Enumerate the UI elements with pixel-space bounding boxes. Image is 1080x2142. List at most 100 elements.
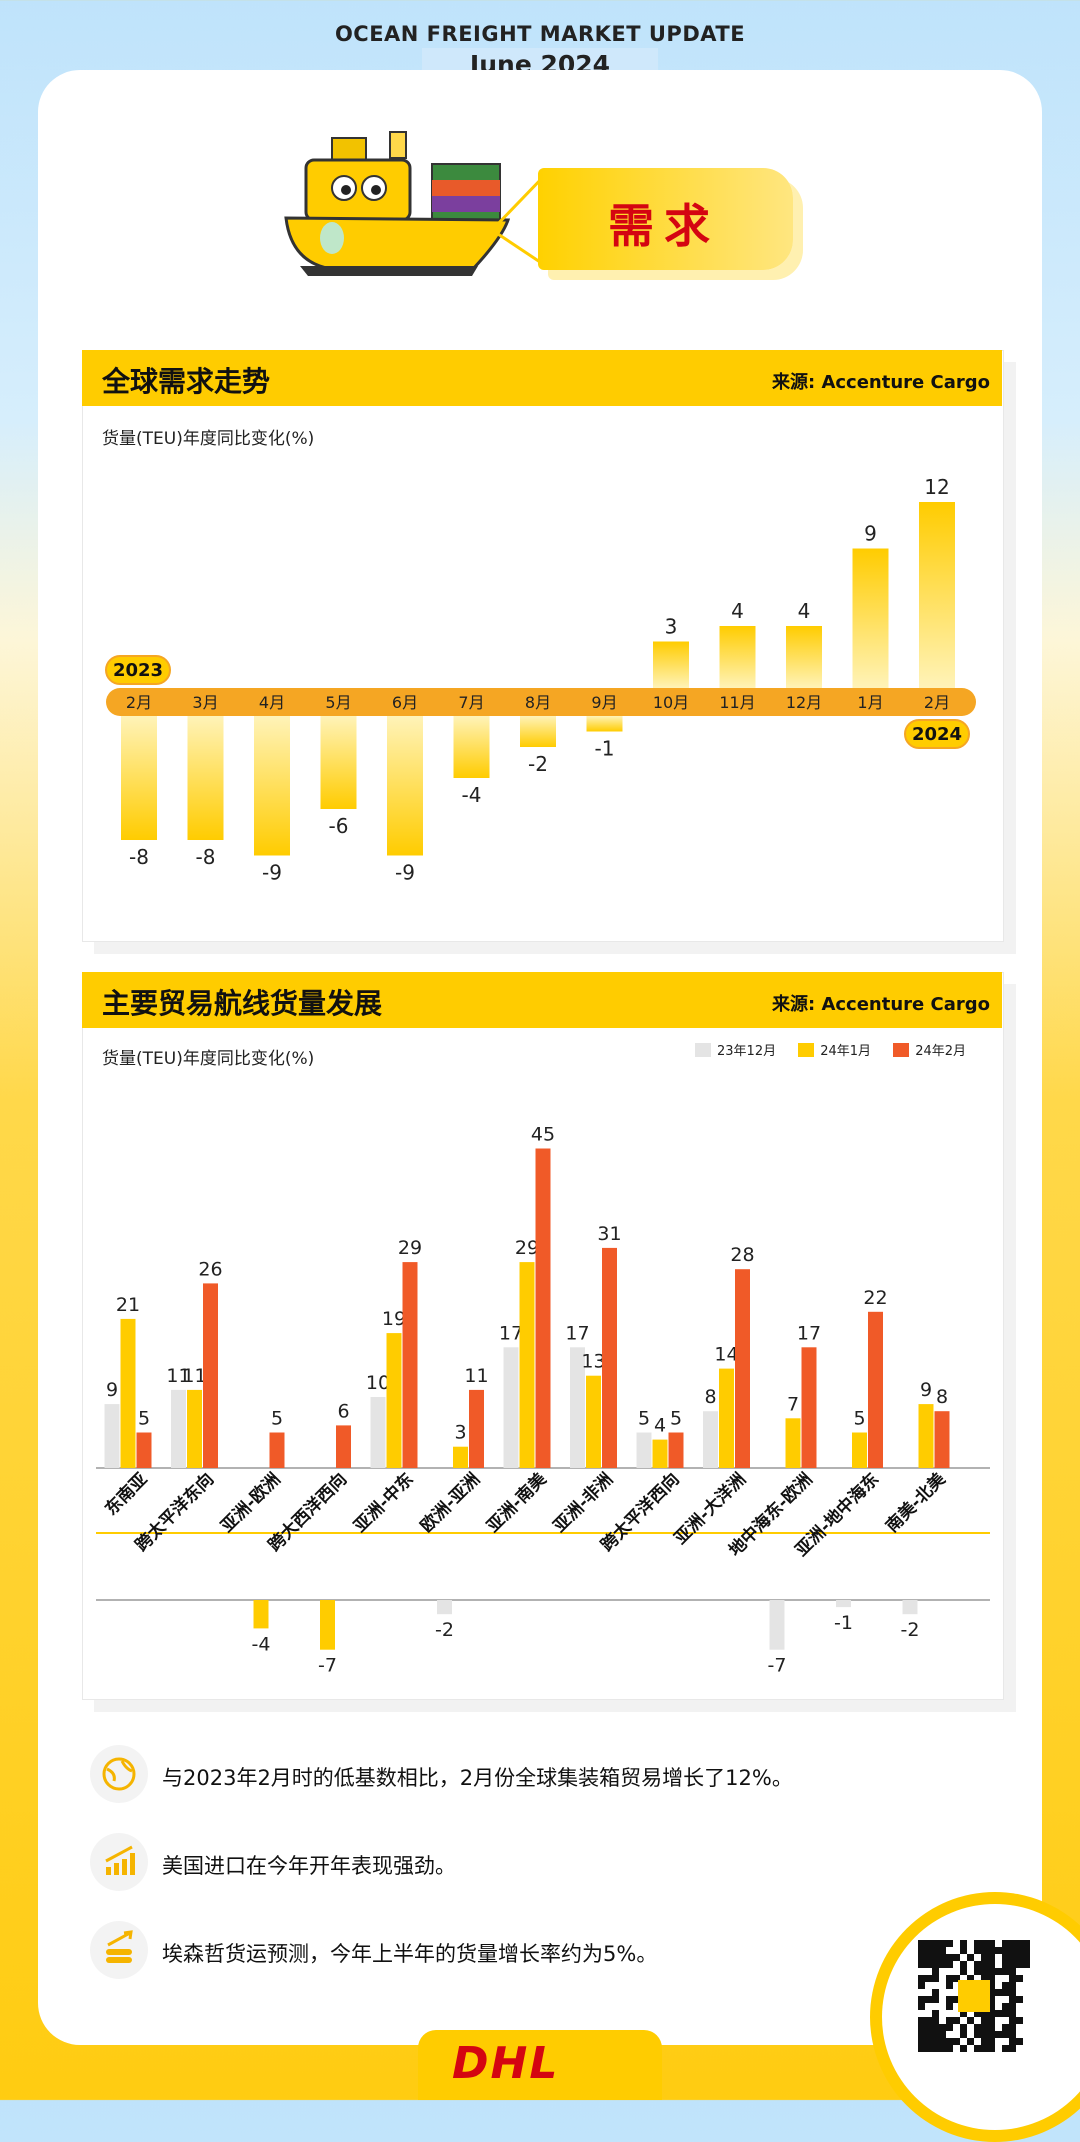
dhl-logo: DHL [452, 2038, 560, 2089]
demand-bar [586, 716, 623, 732]
month-tick-label: 2月 [126, 693, 152, 712]
global-demand-header: 全球需求走势 来源: Accenture Cargo [82, 350, 1002, 406]
lane-value-label: 3 [454, 1422, 466, 1444]
demand-value-label: -8 [196, 845, 216, 869]
lane-bar [785, 1418, 801, 1468]
lane-value-label: 6 [337, 1400, 349, 1422]
demand-value-label: -1 [595, 737, 615, 761]
trade-lanes-title: 主要贸易航线货量发展 [102, 987, 383, 1020]
month-tick-label: 9月 [591, 693, 617, 712]
year-start-label: 2023 [113, 660, 163, 681]
year-start-pill [105, 655, 171, 685]
key-point-text: 与2023年2月时的低基数相比，2月份全球集装箱贸易增长了12%。 [162, 1766, 793, 1790]
month-tick-label: 1月 [857, 693, 883, 712]
demand-value-label: -6 [329, 814, 349, 838]
lane-category-label: 东南亚 [101, 1469, 152, 1520]
lane-bar [370, 1397, 386, 1468]
lane-bar [187, 1389, 202, 1468]
trade-lanes-header: 主要贸易航线货量发展 来源: Accenture Cargo [82, 972, 1002, 1028]
lane-value-label: -7 [768, 1655, 787, 1677]
lane-value-label: 11 [464, 1365, 488, 1387]
banner-string-icon [490, 172, 548, 268]
lane-bar [269, 1432, 285, 1468]
lane-bar [735, 1269, 750, 1468]
demand-value-label: -9 [395, 861, 415, 885]
lane-bar [386, 1333, 402, 1468]
lane-value-label: 17 [797, 1322, 821, 1344]
month-tick-label: 5月 [325, 693, 351, 712]
year-end-label: 2024 [912, 724, 962, 745]
banner-text: 需求 [608, 199, 720, 253]
trade-lanes-legend: 23年12月 24年1月 24年2月 [695, 1040, 984, 1059]
demand-bar [653, 641, 689, 688]
lane-bar [171, 1389, 186, 1468]
lane-bar [253, 1600, 269, 1629]
trade-lanes-chart: 9215东南亚111126跨太平洋东向-45亚洲-欧洲-76跨大西洋西向1019… [96, 1124, 990, 1677]
month-tick-label: 11月 [719, 693, 755, 712]
globe-icon [90, 1745, 148, 1803]
lane-value-label: -1 [834, 1612, 853, 1634]
qr-code-icon[interactable] [918, 1940, 1030, 2052]
demand-banner: 需求 [538, 168, 793, 270]
global-demand-title: 全球需求走势 [102, 365, 271, 398]
lane-bar [586, 1375, 601, 1468]
lane-value-label: 11 [182, 1365, 206, 1387]
lane-value-label: 9 [106, 1379, 118, 1401]
trade-lanes-source: 来源: Accenture Cargo [771, 994, 990, 1015]
lane-bar [636, 1432, 652, 1468]
lane-bar [136, 1432, 152, 1468]
lane-bar [836, 1600, 851, 1608]
lane-bar [535, 1148, 551, 1468]
key-point: 美国进口在今年开年表现强劲。 [90, 1833, 890, 1921]
lane-value-label: 5 [271, 1408, 283, 1430]
lane-bar [203, 1283, 218, 1468]
lane-value-label: 5 [853, 1408, 865, 1430]
lane-value-label: -2 [901, 1619, 920, 1641]
lane-bar [703, 1411, 718, 1468]
footer-tab [418, 2030, 662, 2100]
lane-category-label: 南美-北美 [882, 1468, 951, 1537]
month-tick-label: 7月 [458, 693, 484, 712]
lane-bar [918, 1404, 934, 1468]
lane-value-label: 17 [499, 1322, 523, 1344]
demand-bar [320, 716, 357, 809]
demand-bar [254, 716, 290, 856]
lane-bar [934, 1411, 950, 1468]
header-title: OCEAN FREIGHT MARKET UPDATE [334, 22, 746, 46]
month-tick-label: 10月 [653, 693, 689, 712]
lane-value-label: 21 [116, 1294, 140, 1316]
lane-value-label: 29 [515, 1237, 539, 1259]
lane-value-label: 7 [787, 1393, 799, 1415]
key-point-text: 埃森哲货运预测，今年上半年的货量增长率约为5%。 [162, 1942, 658, 1966]
lane-bar [719, 1368, 734, 1468]
lane-value-label: 5 [638, 1408, 650, 1430]
lane-value-label: 4 [654, 1415, 666, 1437]
lane-category-label: 亚洲-中东 [350, 1469, 418, 1537]
month-tick-label: 3月 [192, 693, 218, 712]
key-point-text: 美国进口在今年开年表现强劲。 [162, 1854, 456, 1878]
legend-item: 24年1月 [798, 1040, 871, 1059]
demand-value-label: 4 [731, 599, 744, 623]
lane-value-label: 22 [863, 1287, 887, 1309]
lane-bar [902, 1600, 918, 1615]
lane-value-label: 26 [198, 1258, 222, 1280]
month-tick-label: 6月 [392, 693, 418, 712]
lane-value-label: 11 [166, 1365, 190, 1387]
lane-bar [453, 1446, 468, 1468]
demand-value-label: -9 [262, 861, 282, 885]
demand-value-label: -8 [129, 845, 149, 869]
lane-bar [519, 1262, 535, 1468]
lane-value-label: -7 [318, 1655, 337, 1677]
lane-value-label: 19 [382, 1308, 406, 1330]
legend-item: 23年12月 [695, 1040, 776, 1059]
month-tick-label: 4月 [259, 693, 285, 712]
lane-value-label: 5 [138, 1408, 150, 1430]
lane-value-label: 13 [581, 1351, 605, 1373]
lane-bar [469, 1389, 484, 1468]
lane-category-label: 亚洲-南美 [483, 1468, 552, 1537]
trade-lanes-ylabel: 货量(TEU)年度同比变化(%) [102, 1049, 315, 1069]
lane-bar [503, 1347, 519, 1468]
demand-value-label: 3 [665, 615, 678, 639]
demand-bar [852, 548, 889, 688]
lane-value-label: 17 [565, 1322, 589, 1344]
